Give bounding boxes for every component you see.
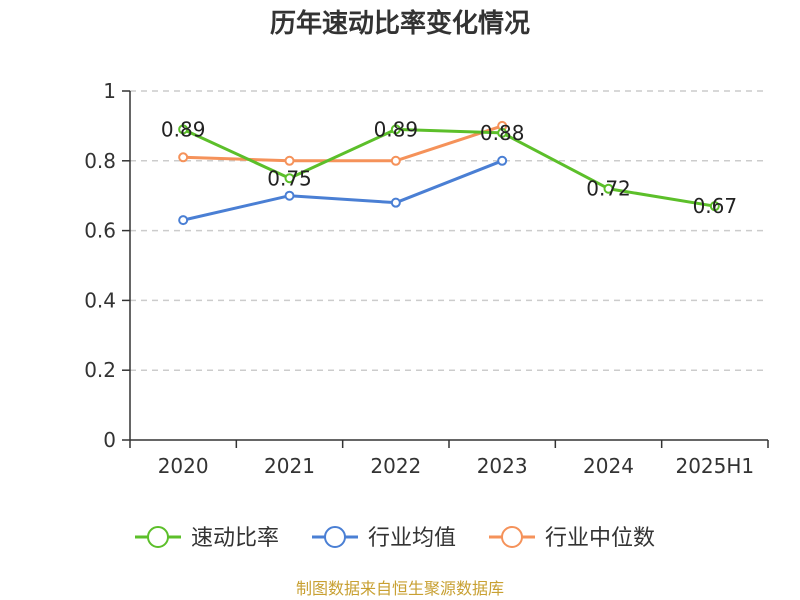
legend-swatch-marker <box>501 526 523 548</box>
data-label: 0.72 <box>586 177 631 201</box>
data-label: 0.89 <box>374 117 419 141</box>
legend-swatch-marker <box>147 526 169 548</box>
series-line-0 <box>182 127 716 208</box>
series-point-1 <box>284 190 295 201</box>
series-point-0 <box>603 183 614 194</box>
axes: 0 0.2 0.4 0.6 0.8 1 2020 2021 2022 2023 2024 2025H1 <box>84 79 769 478</box>
data-label: 0.75 <box>267 166 312 190</box>
chart-title: 历年速动比率变化情况 <box>270 8 530 39</box>
legend-label: 行业均值 <box>368 526 456 551</box>
x-tick-label: 2022 <box>370 454 421 478</box>
x-tick-label: 2023 <box>477 454 528 478</box>
series-point-1 <box>178 215 189 226</box>
y-tick-label: 0.2 <box>84 358 116 382</box>
series-line-2 <box>183 124 503 163</box>
legend: 速动比率 行业均值 行业中位数 <box>135 526 655 551</box>
legend-swatch-marker <box>324 526 346 548</box>
series-point-2 <box>284 155 295 166</box>
series-point-0 <box>497 127 508 138</box>
data-label: 0.67 <box>693 194 738 218</box>
series-point-0 <box>178 124 189 135</box>
series-point-1 <box>390 197 401 208</box>
x-tick-label: 2020 <box>158 454 209 478</box>
series-point-0 <box>709 201 720 212</box>
series-point-2 <box>178 152 189 163</box>
y-tick-label: 0.8 <box>84 149 116 173</box>
y-tick-label: 1 <box>103 79 116 103</box>
source-note: 制图数据来自恒生聚源数据库 <box>296 579 504 598</box>
x-tick-label: 2025H1 <box>675 454 754 478</box>
data-labels: 0.89 0.75 0.89 0.88 0.72 0.67 <box>161 117 737 218</box>
series-layer <box>178 120 720 226</box>
series-point-1 <box>497 155 508 166</box>
x-tick-label: 2021 <box>264 454 315 478</box>
legend-label: 行业中位数 <box>545 526 655 551</box>
grid-lines <box>130 90 768 371</box>
y-tick-label: 0.6 <box>84 219 116 243</box>
series-line-1 <box>182 159 503 222</box>
data-label: 0.89 <box>161 117 206 141</box>
y-tick-label: 0.4 <box>84 288 116 312</box>
legend-label: 速动比率 <box>191 526 279 551</box>
x-tick-label: 2024 <box>583 454 634 478</box>
series-point-0 <box>284 173 295 184</box>
series-point-0 <box>390 124 401 135</box>
data-label: 0.88 <box>480 121 525 145</box>
y-tick-label: 0 <box>103 428 116 452</box>
series-point-2 <box>390 155 401 166</box>
